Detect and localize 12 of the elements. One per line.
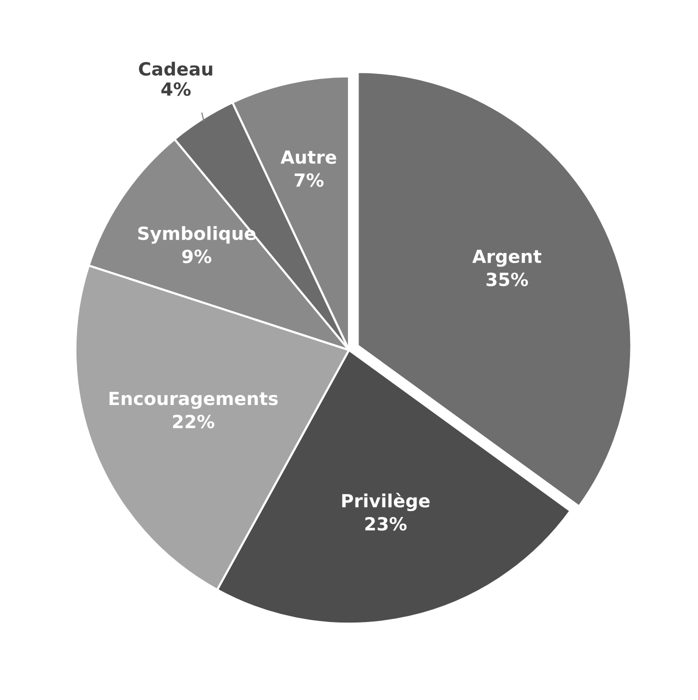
slice-label: Argent (472, 250, 542, 267)
data-label: 35% (486, 272, 528, 286)
data-label: 22% (173, 414, 214, 428)
slice-label: Cadeau (138, 62, 212, 76)
data-label: 7% (294, 173, 324, 187)
slice-label: Autre (280, 150, 336, 164)
data-label: 4% (161, 82, 191, 96)
slice-label: Symbolique (138, 226, 256, 244)
slice-label: Encouragements (110, 392, 278, 409)
data-label: 23% (365, 516, 407, 531)
slice-label: Privilège (342, 492, 430, 512)
data-label: 9% (182, 250, 212, 264)
